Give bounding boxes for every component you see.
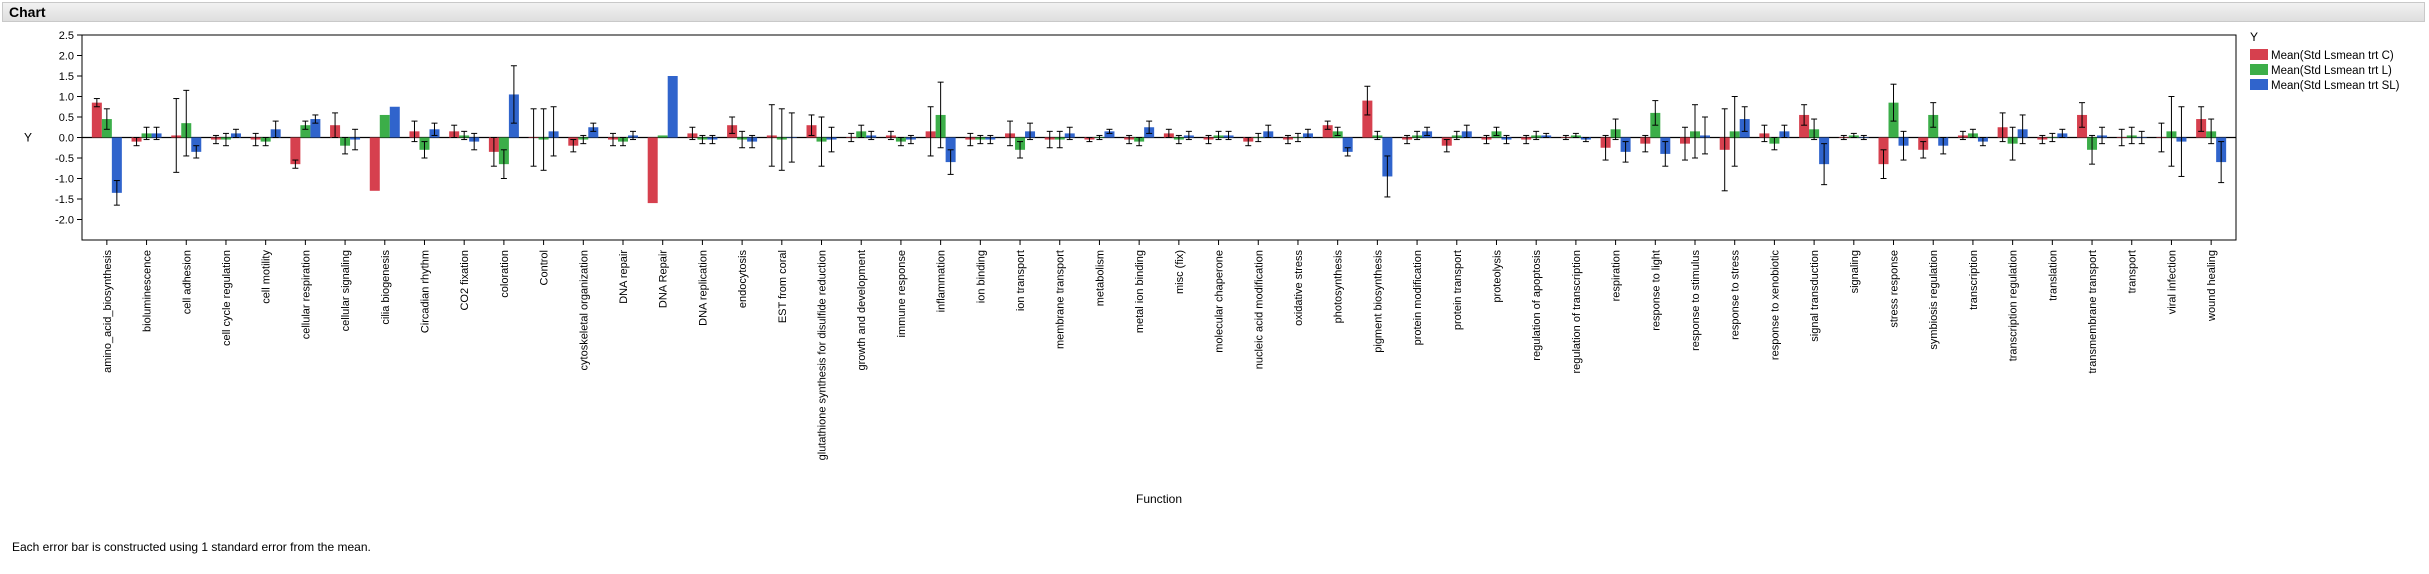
bar xyxy=(1342,137,1353,152)
legend-swatch xyxy=(2250,49,2268,60)
x-tick-label: misc (fix) xyxy=(1174,250,1186,294)
y-tick-label: 1.0 xyxy=(59,92,74,104)
x-tick-label: signaling xyxy=(1849,250,1861,293)
x-tick-label: cilia biogenesis xyxy=(380,250,392,325)
x-tick-label: translation xyxy=(2047,250,2059,301)
x-tick-label: coloration xyxy=(499,250,511,298)
y-tick-label: 2.0 xyxy=(59,51,74,63)
x-tick-label: ion binding xyxy=(975,250,987,303)
x-tick-label: immune response xyxy=(896,250,908,337)
x-tick-label: DNA repair xyxy=(618,250,630,304)
bar xyxy=(300,125,311,138)
x-tick-label: transcription regulation xyxy=(2008,250,2020,361)
x-tick-label: transport xyxy=(2127,250,2139,293)
bar xyxy=(290,137,301,165)
legend-swatch xyxy=(2250,79,2268,90)
x-tick-label: transmembrane transport xyxy=(2087,250,2099,374)
x-tick-label: symbiosis regulation xyxy=(1928,250,1940,350)
error-bar-footnote: Each error bar is constructed using 1 st… xyxy=(12,540,371,554)
x-tick-label: response to stimulus xyxy=(1690,250,1702,351)
x-tick-label: CO2 fixation xyxy=(459,250,471,311)
y-tick-label: -1.0 xyxy=(55,174,74,186)
x-tick-label: response to stress xyxy=(1730,250,1742,340)
x-tick-label: response to xenobiotic xyxy=(1769,250,1781,361)
y-tick-label: 1.5 xyxy=(59,71,74,83)
x-tick-label: endocytosis xyxy=(737,250,749,309)
x-tick-label: nucleic acid modification xyxy=(1253,250,1265,369)
legend-title: Y xyxy=(2250,30,2258,44)
x-tick-label: protein modification xyxy=(1412,250,1424,345)
x-tick-label: cytoskeletal organization xyxy=(578,250,590,370)
bar xyxy=(91,102,102,138)
x-tick-label: cell cycle regulation xyxy=(221,250,233,346)
x-tick-label: DNA Repair xyxy=(658,250,670,308)
x-tick-label: cell adhesion xyxy=(181,250,193,314)
x-tick-label: regulation of transcription xyxy=(1571,250,1583,374)
y-tick-label: 2.5 xyxy=(59,30,74,42)
x-tick-label: DNA replication xyxy=(697,250,709,326)
bar xyxy=(310,119,321,138)
bar xyxy=(191,137,202,152)
x-tick-label: bioluminescence xyxy=(142,250,154,332)
y-tick-label: 0.0 xyxy=(59,133,74,145)
x-tick-label: response to light xyxy=(1650,250,1662,331)
bar xyxy=(389,106,400,138)
x-tick-label: molecular chaperone xyxy=(1214,250,1226,353)
legend-swatch xyxy=(2250,64,2268,75)
x-tick-label: protein transport xyxy=(1452,250,1464,330)
y-tick-label: 0.5 xyxy=(59,112,74,124)
legend-entry: Mean(Std Lsmean trt SL) xyxy=(2271,80,2400,92)
x-tick-label: respiration xyxy=(1611,250,1623,301)
x-tick-label: growth and development xyxy=(856,250,868,370)
bar xyxy=(379,114,390,138)
x-tick-label: photosynthesis xyxy=(1333,250,1345,324)
window-title: Chart xyxy=(9,4,46,20)
y-axis-label: Y xyxy=(24,131,32,145)
window-title-bar: Chart xyxy=(2,2,2425,22)
x-tick-label: cellular respiration xyxy=(300,250,312,339)
x-tick-label: oxidative stress xyxy=(1293,250,1305,326)
x-axis-label: Function xyxy=(1136,492,1182,506)
x-tick-label: Control xyxy=(539,250,551,285)
x-tick-label: Circadian rhythm xyxy=(419,250,431,333)
bar xyxy=(647,137,658,204)
x-tick-label: metabolism xyxy=(1094,250,1106,306)
y-tick-label: -2.0 xyxy=(55,215,74,227)
bar xyxy=(111,137,122,193)
x-tick-label: signal transduction xyxy=(1809,250,1821,342)
x-tick-label: cell motility xyxy=(261,250,273,304)
bar xyxy=(588,127,599,138)
x-tick-label: pigment biosynthesis xyxy=(1372,250,1384,353)
y-tick-label: -1.5 xyxy=(55,194,74,206)
x-tick-label: inflammation xyxy=(936,250,948,312)
bar xyxy=(667,76,678,138)
legend-entry: Mean(Std Lsmean trt L) xyxy=(2271,65,2392,77)
bar xyxy=(369,137,380,191)
bar xyxy=(1104,131,1115,138)
x-tick-label: regulation of apoptosis xyxy=(1531,250,1543,361)
x-tick-label: transcription xyxy=(1968,250,1980,310)
x-tick-label: membrane transport xyxy=(1055,250,1067,349)
bar xyxy=(1322,125,1333,138)
y-tick-label: -0.5 xyxy=(55,153,74,165)
x-tick-label: EST from coral xyxy=(777,250,789,323)
legend-entry: Mean(Std Lsmean trt C) xyxy=(2271,50,2394,62)
x-tick-label: proteolysis xyxy=(1491,250,1503,303)
bar xyxy=(1799,114,1810,138)
x-tick-label: viral infection xyxy=(2166,250,2178,314)
x-tick-label: metal ion binding xyxy=(1134,250,1146,333)
x-tick-label: glutathione synthesis for disulfide redu… xyxy=(817,250,829,460)
x-tick-label: amino_acid_biosynthesis xyxy=(102,250,114,373)
bar xyxy=(1362,100,1373,138)
x-tick-label: wound healing xyxy=(2206,250,2218,322)
bar xyxy=(657,135,668,138)
x-tick-label: stress response xyxy=(1889,250,1901,328)
x-tick-label: cellular signaling xyxy=(340,250,352,331)
x-tick-label: ion transport xyxy=(1015,250,1027,311)
